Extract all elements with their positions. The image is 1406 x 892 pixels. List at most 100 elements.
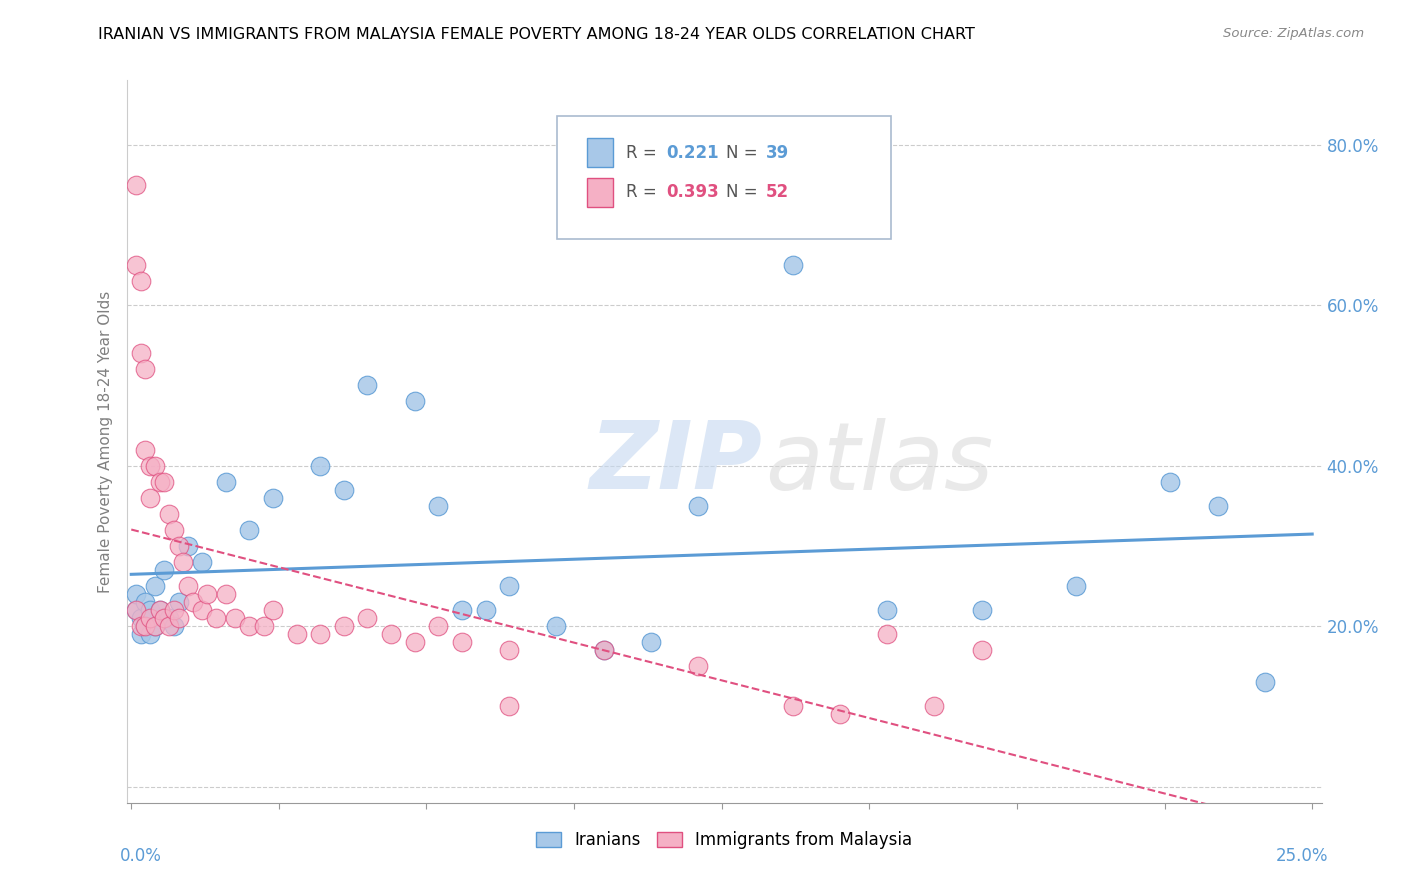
Text: N =: N = — [727, 183, 763, 202]
Point — [153, 611, 176, 625]
Point — [153, 475, 176, 489]
Text: ZIP: ZIP — [591, 417, 762, 509]
Point — [163, 619, 186, 633]
Point — [333, 483, 356, 497]
Point — [498, 579, 520, 593]
Point — [167, 611, 190, 625]
Point — [688, 499, 710, 513]
Point — [640, 635, 662, 649]
Point — [177, 539, 200, 553]
Point — [1206, 499, 1229, 513]
Point — [125, 587, 148, 601]
Point — [134, 619, 156, 633]
Point — [224, 611, 246, 625]
FancyBboxPatch shape — [557, 117, 891, 239]
Point — [404, 394, 426, 409]
Text: 0.221: 0.221 — [666, 144, 720, 161]
Point — [451, 635, 474, 649]
Point — [592, 643, 614, 657]
Point — [238, 619, 260, 633]
Text: R =: R = — [626, 183, 662, 202]
Point — [143, 458, 166, 473]
Point — [129, 611, 152, 625]
Point — [876, 627, 898, 641]
Point — [782, 258, 804, 272]
FancyBboxPatch shape — [586, 178, 613, 207]
Point — [143, 579, 166, 593]
Point — [924, 699, 946, 714]
Point — [1159, 475, 1181, 489]
Point — [167, 539, 190, 553]
Point — [970, 603, 993, 617]
Point — [309, 458, 332, 473]
Point — [356, 611, 378, 625]
Point — [252, 619, 274, 633]
Point — [153, 563, 176, 577]
Point — [427, 499, 450, 513]
Point — [125, 258, 148, 272]
Text: 52: 52 — [766, 183, 789, 202]
Point — [474, 603, 496, 617]
Point — [238, 523, 260, 537]
Point — [828, 707, 851, 722]
Text: atlas: atlas — [765, 417, 994, 508]
Point — [167, 595, 190, 609]
Point — [546, 619, 568, 633]
Point — [498, 699, 520, 714]
Point — [134, 595, 156, 609]
Text: R =: R = — [626, 144, 662, 161]
Point — [134, 442, 156, 457]
Point — [309, 627, 332, 641]
Point — [195, 587, 218, 601]
Point — [134, 362, 156, 376]
Point — [191, 555, 214, 569]
Point — [149, 603, 172, 617]
Point — [157, 619, 180, 633]
Point — [139, 627, 162, 641]
Point — [172, 555, 194, 569]
Point — [592, 643, 614, 657]
Point — [139, 458, 162, 473]
Point — [134, 619, 156, 633]
Point — [427, 619, 450, 633]
Point — [333, 619, 356, 633]
Point — [149, 603, 172, 617]
Point — [149, 475, 172, 489]
Point — [129, 619, 152, 633]
Point — [125, 178, 148, 192]
Point — [970, 643, 993, 657]
Point — [191, 603, 214, 617]
Point — [129, 627, 152, 641]
Point — [215, 475, 238, 489]
Point — [139, 611, 162, 625]
Y-axis label: Female Poverty Among 18-24 Year Olds: Female Poverty Among 18-24 Year Olds — [97, 291, 112, 592]
Point — [876, 603, 898, 617]
Point — [125, 603, 148, 617]
Point — [262, 491, 284, 505]
Point — [262, 603, 284, 617]
Point — [215, 587, 238, 601]
Text: IRANIAN VS IMMIGRANTS FROM MALAYSIA FEMALE POVERTY AMONG 18-24 YEAR OLDS CORRELA: IRANIAN VS IMMIGRANTS FROM MALAYSIA FEMA… — [98, 27, 976, 42]
Point — [157, 611, 180, 625]
Legend: Iranians, Immigrants from Malaysia: Iranians, Immigrants from Malaysia — [529, 824, 920, 856]
Point — [139, 491, 162, 505]
FancyBboxPatch shape — [586, 138, 613, 167]
Point — [1064, 579, 1087, 593]
Point — [177, 579, 200, 593]
Point — [380, 627, 402, 641]
Point — [163, 523, 186, 537]
Point — [782, 699, 804, 714]
Text: N =: N = — [727, 144, 763, 161]
Point — [129, 274, 152, 288]
Text: 0.393: 0.393 — [666, 183, 720, 202]
Point — [157, 507, 180, 521]
Point — [451, 603, 474, 617]
Text: Source: ZipAtlas.com: Source: ZipAtlas.com — [1223, 27, 1364, 40]
Text: 25.0%: 25.0% — [1277, 847, 1329, 865]
Point — [143, 619, 166, 633]
Point — [205, 611, 228, 625]
Point — [356, 378, 378, 392]
Point — [1254, 675, 1277, 690]
Point — [125, 603, 148, 617]
Point — [688, 659, 710, 673]
